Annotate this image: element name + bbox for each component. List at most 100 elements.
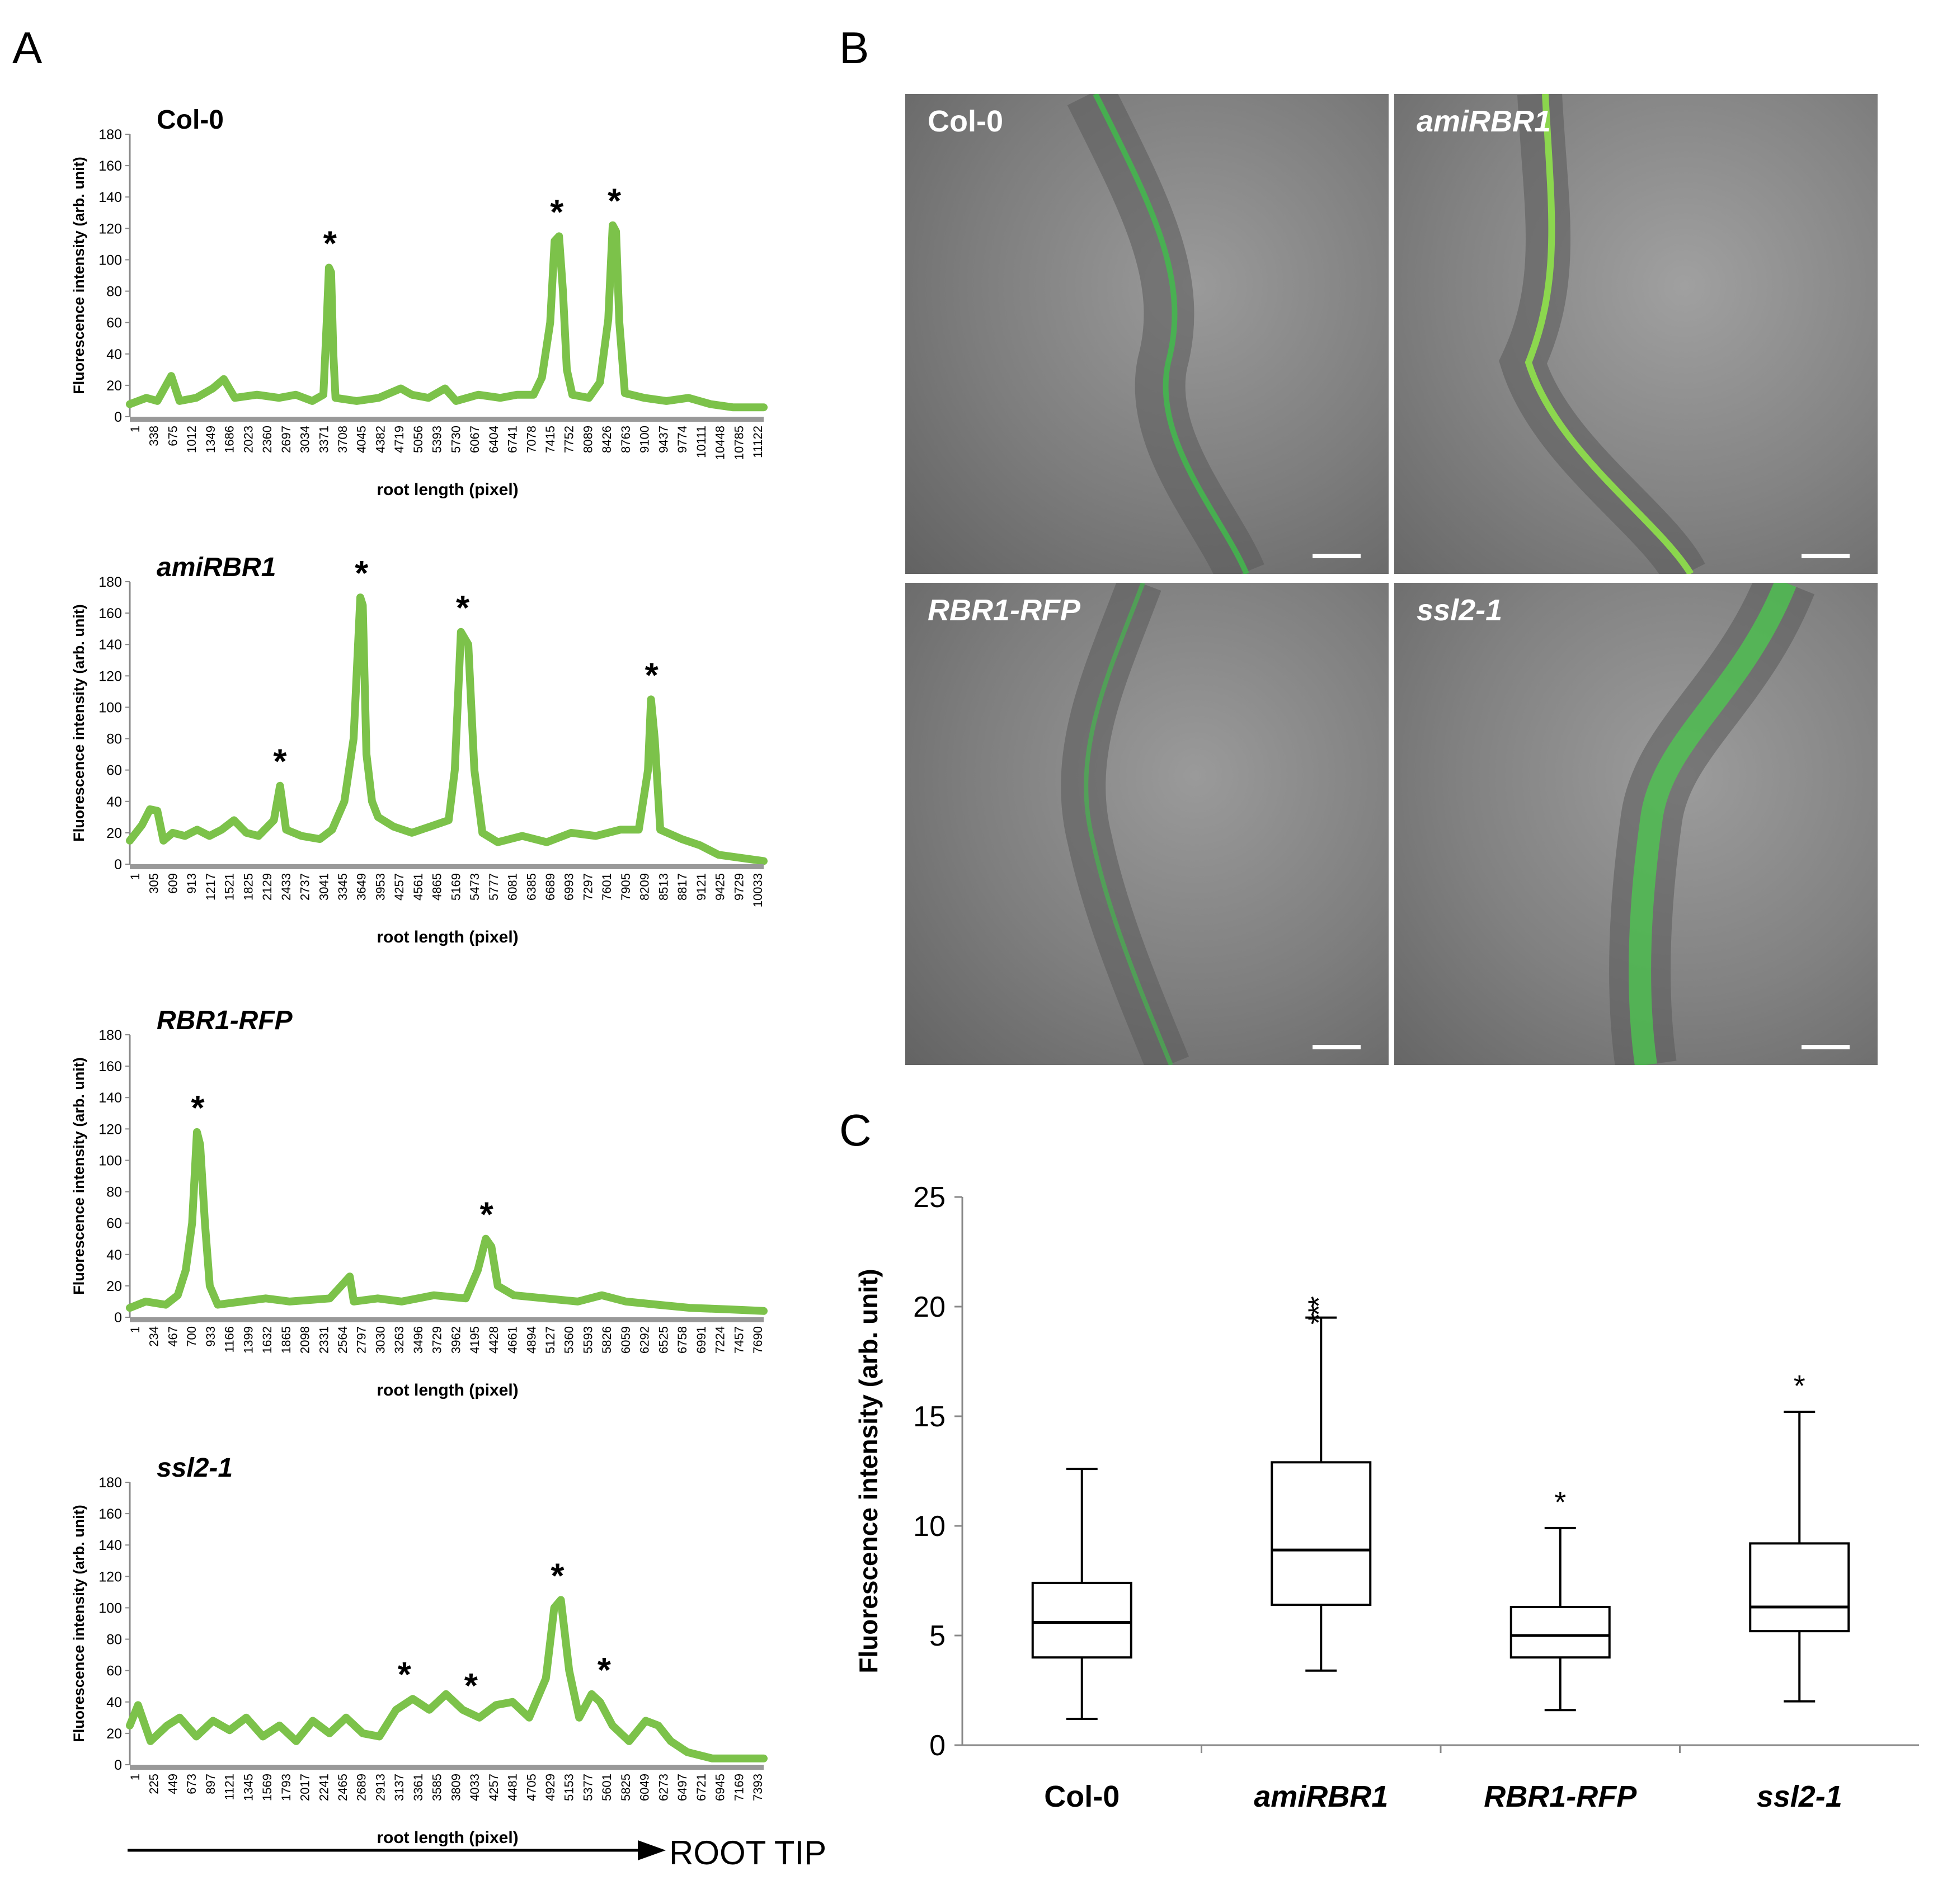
x-tick-label: 5826 xyxy=(600,1326,614,1354)
x-tick-label: 4719 xyxy=(392,426,406,453)
y-tick-label: 180 xyxy=(98,127,122,143)
x-axis-label: root length (pixel) xyxy=(377,928,518,946)
x-tick-label: 4382 xyxy=(374,426,388,453)
series-line xyxy=(126,1596,768,1762)
y-tick-label: 140 xyxy=(98,637,122,653)
y-tick-label: 60 xyxy=(106,315,122,331)
y-tick-label: 10 xyxy=(913,1510,946,1543)
x-tick-label: 913 xyxy=(185,873,199,894)
x-tick-label: 8817 xyxy=(675,873,689,901)
x-tick-label: 9437 xyxy=(656,426,670,453)
significance-asterisk: * xyxy=(598,1651,612,1690)
x-tick-label: 5377 xyxy=(581,1774,595,1801)
scale-bar xyxy=(1802,554,1850,558)
x-tick-label: 338 xyxy=(147,426,161,446)
x-tick-label: 2737 xyxy=(298,873,312,901)
x-tick-label: 609 xyxy=(166,873,180,894)
x-tick-label: 3361 xyxy=(411,1774,425,1801)
panel-letter-b: B xyxy=(839,23,869,73)
micrograph-label-ssl2-1: ssl2-1 xyxy=(1417,593,1503,627)
significance-asterisk: * xyxy=(456,589,470,628)
significance-asterisk: * xyxy=(551,1557,565,1595)
x-tick-label: 5169 xyxy=(449,873,463,901)
x-tick-label: 7905 xyxy=(619,873,633,901)
significance-asterisk: * xyxy=(191,1089,205,1128)
x-tick-label: 5730 xyxy=(449,426,463,453)
x-tick-label: 7752 xyxy=(562,426,576,453)
box-col-0 xyxy=(1031,1468,1132,1720)
x-tick-label: 7457 xyxy=(732,1326,746,1354)
y-tick-label: 180 xyxy=(98,574,122,590)
x-tick-label: 7078 xyxy=(524,426,538,453)
y-tick-label: 160 xyxy=(98,1059,122,1074)
x-tick-label: 6385 xyxy=(524,873,538,901)
significance-asterisk: * xyxy=(480,1196,494,1234)
scale-bar xyxy=(1802,1045,1850,1049)
box-iqr xyxy=(1271,1461,1372,1606)
x-tick-label: 5601 xyxy=(600,1774,614,1801)
line-chart-amirbr1: amiRBR1 0 20 40 60 80 100 120 140 160 180 Fluoresce… xyxy=(70,553,768,946)
y-tick-label: 180 xyxy=(98,1028,122,1043)
x-tick-label: 7415 xyxy=(543,426,557,453)
y-tick-label: 100 xyxy=(98,252,122,268)
x-tick-label: 700 xyxy=(185,1326,199,1347)
panel-a-line-charts: Col-0020406080100120140160180Fluorescenc… xyxy=(70,105,768,1860)
x-tick-label: 2098 xyxy=(298,1326,312,1354)
y-axis-label: Fluorescence intensity (arb. unit) xyxy=(854,1269,883,1673)
y-tick-label: 180 xyxy=(98,1475,122,1491)
x-tick-label: 5777 xyxy=(487,873,501,901)
x-tick-label: 3962 xyxy=(449,1326,463,1354)
panel-letter-c: C xyxy=(839,1105,872,1155)
x-tick-label: 3953 xyxy=(374,873,388,901)
x-tick-label: 2360 xyxy=(260,426,274,453)
box-iqr xyxy=(1509,1606,1611,1659)
x-tick-label: 225 xyxy=(147,1774,161,1794)
x-tick-label: 6292 xyxy=(638,1326,652,1354)
x-tick-label: 1 xyxy=(128,873,142,880)
x-tick-label: 10111 xyxy=(694,426,708,458)
micrograph-ssl2-1: ssl2-1 xyxy=(1394,583,1878,1065)
x-tick-label: 6991 xyxy=(694,1326,708,1354)
x-tick-label: 3585 xyxy=(430,1774,444,1801)
x-tick-label: 6721 xyxy=(694,1774,708,1801)
x-tick-label: 2433 xyxy=(279,873,293,901)
significance-asterisk: * xyxy=(323,224,337,263)
x-tick-label: 5127 xyxy=(543,1326,557,1354)
x-tick-label: 4865 xyxy=(430,873,444,901)
x-tick-label: 4257 xyxy=(487,1774,501,1801)
y-tick-label: 160 xyxy=(98,158,122,174)
significance-asterisk: * xyxy=(645,656,659,695)
x-tick-label: 3345 xyxy=(336,873,350,901)
chart-title: Col-0 xyxy=(157,105,224,135)
x-tick-label: 7690 xyxy=(751,1326,765,1354)
x-tick-label: 897 xyxy=(204,1774,218,1794)
line-chart-rbr1-rfp: RBR1-RFP 0 20 40 60 80 100 120 140 160 180 Fluoresc… xyxy=(70,1006,768,1399)
significance-asterisk: * xyxy=(550,193,564,232)
scale-bar xyxy=(1313,554,1361,558)
x-tick-label: 4045 xyxy=(355,426,369,453)
x-tick-label: 673 xyxy=(185,1774,199,1794)
x-tick-label: 3496 xyxy=(411,1326,425,1354)
x-tick-label: 5393 xyxy=(430,426,444,453)
y-tick-label: 100 xyxy=(98,1600,122,1616)
x-tick-label: 1166 xyxy=(223,1326,237,1352)
x-tick-label: 6497 xyxy=(675,1774,689,1801)
y-tick-label: 80 xyxy=(106,1632,122,1648)
x-tick-label: 2689 xyxy=(355,1774,369,1801)
chart-title: amiRBR1 xyxy=(157,553,276,582)
line-chart-ssl2-1: ssl2-1 0 20 40 60 80 100 120 140 160 180 Fluorescen… xyxy=(70,1453,768,1847)
x-tick-label: 5153 xyxy=(562,1774,576,1801)
x-tick-label: 4929 xyxy=(543,1774,557,1801)
y-tick-label: 40 xyxy=(106,1695,122,1710)
series-line xyxy=(126,221,768,412)
y-tick-label: 100 xyxy=(98,700,122,715)
x-tick-label: 6689 xyxy=(543,873,557,901)
root-image-col-0 xyxy=(1067,94,1264,574)
x-tick-label: 3137 xyxy=(392,1774,406,1801)
x-tick-label: 9425 xyxy=(713,873,727,901)
box-iqr xyxy=(1031,1581,1132,1659)
panel-c-box-plot: 0 5 10 15 20 25 Fluorescence intensity (arb. u… xyxy=(854,1181,1919,1813)
y-tick-label: 60 xyxy=(106,1663,122,1679)
root-tip-label: ROOT TIP xyxy=(669,1834,827,1872)
significance-asterisk: * xyxy=(608,182,622,221)
